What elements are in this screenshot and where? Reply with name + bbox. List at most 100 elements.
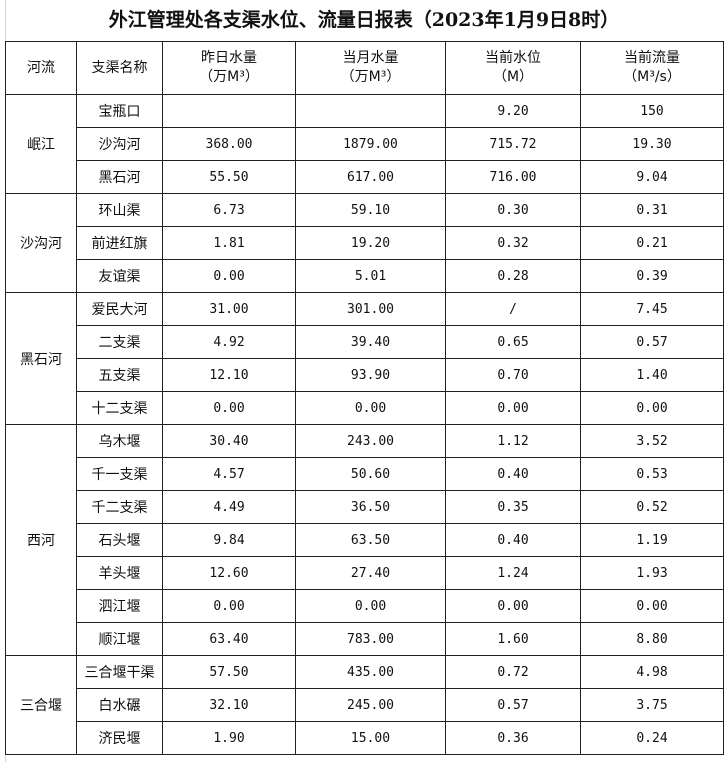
- value-cell: [295, 94, 446, 128]
- value-cell: 0.52: [580, 490, 724, 524]
- canal-name-cell: 前进红旗: [76, 226, 163, 260]
- value-cell: 0.00: [295, 589, 446, 623]
- canal-name-cell: 爱民大河: [76, 292, 163, 326]
- value-cell: 93.90: [295, 358, 446, 392]
- river-cell: 沙沟河: [5, 193, 77, 293]
- value-cell: 12.60: [162, 556, 296, 590]
- column-header: 当月水量 （万M³）: [295, 41, 446, 95]
- table-row: 石头堰 9.84 63.50 0.40 1.19: [6, 523, 724, 557]
- value-cell: 0.57: [580, 325, 724, 359]
- value-cell: 5.01: [295, 259, 446, 293]
- table-row: 二支渠 4.92 39.40 0.65 0.57: [6, 325, 724, 359]
- value-cell: 59.10: [295, 193, 446, 227]
- value-cell: 8.80: [580, 622, 724, 656]
- value-cell: 0.00: [162, 391, 296, 425]
- canal-name-cell: 泗江堰: [76, 589, 163, 623]
- canal-name-cell: 顺江堰: [76, 622, 163, 656]
- canal-name-cell: 环山渠: [76, 193, 163, 227]
- value-cell: 30.40: [162, 424, 296, 458]
- canal-name-cell: 千二支渠: [76, 490, 163, 524]
- table-row: 友谊渠 0.00 5.01 0.28 0.39: [6, 259, 724, 293]
- value-cell: 783.00: [295, 622, 446, 656]
- header-label: 当前流量: [624, 50, 680, 66]
- header-label: 当月水量: [342, 50, 399, 66]
- value-cell: 245.00: [295, 688, 446, 722]
- value-cell: 0.40: [445, 457, 581, 491]
- value-cell: 435.00: [295, 655, 446, 689]
- header-unit: （M）: [492, 69, 534, 85]
- header-row: 河流 支渠名称 昨日水量 （万M³） 当月水量 （万M³） 当前水位 （M） 当前流量 （M³/s…: [5, 41, 724, 95]
- column-header: 支渠名称: [76, 41, 163, 95]
- value-cell: 0.36: [445, 721, 581, 755]
- value-cell: 12.10: [162, 358, 296, 392]
- canal-name-cell: 十二支渠: [76, 391, 163, 425]
- value-cell: 0.00: [295, 391, 446, 425]
- value-cell: 55.50: [162, 160, 296, 194]
- column-header: 当前水位 （M）: [445, 41, 581, 95]
- table-row: 千一支渠 4.57 50.60 0.40 0.53: [6, 457, 724, 491]
- value-cell: 4.49: [162, 490, 296, 524]
- value-cell: 9.20: [445, 94, 581, 128]
- canal-name-cell: 五支渠: [76, 358, 163, 392]
- value-cell: 63.40: [162, 622, 296, 656]
- value-cell: 0.65: [445, 325, 581, 359]
- header-label: 昨日水量: [201, 50, 257, 66]
- value-cell: 4.57: [162, 457, 296, 491]
- value-cell: 0.40: [445, 523, 581, 557]
- value-cell: 9.84: [162, 523, 296, 557]
- header-unit: （万M³）: [199, 69, 259, 85]
- canal-name-cell: 宝瓶口: [76, 94, 163, 128]
- value-cell: 0.30: [445, 193, 581, 227]
- table-row: 岷江 宝瓶口 9.20 150: [5, 94, 724, 194]
- table-row: 泗江堰 0.00 0.00 0.00 0.00: [6, 589, 724, 623]
- value-cell: 1.60: [445, 622, 581, 656]
- value-cell: 15.00: [295, 721, 446, 755]
- value-cell: 0.72: [445, 655, 581, 689]
- canal-name-cell: 沙沟河: [76, 127, 163, 161]
- canal-name-cell: 三合堰干渠: [76, 655, 163, 689]
- value-cell: 0.31: [580, 193, 724, 227]
- value-cell: 0.57: [445, 688, 581, 722]
- value-cell: 4.92: [162, 325, 296, 359]
- value-cell: 0.00: [580, 589, 724, 623]
- column-header: 当前流量 （M³/s）: [580, 41, 724, 95]
- river-cell: 三合堰: [5, 655, 77, 755]
- canal-name-cell: 石头堰: [76, 523, 163, 557]
- value-cell: 1.19: [580, 523, 724, 557]
- table-row: 十二支渠 0.00 0.00 0.00 0.00: [6, 391, 724, 425]
- value-cell: 19.20: [295, 226, 446, 260]
- value-cell: 0.70: [445, 358, 581, 392]
- value-cell: 1.93: [580, 556, 724, 590]
- table-row: 羊头堰 12.60 27.40 1.24 1.93: [6, 556, 724, 590]
- value-cell: 7.45: [580, 292, 724, 326]
- canal-name-cell: 羊头堰: [76, 556, 163, 590]
- table-row: 沙沟河 368.00 1879.00 715.72 19.30: [6, 127, 724, 161]
- value-cell: 9.04: [580, 160, 724, 194]
- value-cell: 31.00: [162, 292, 296, 326]
- table-row: 三合堰 三合堰干渠 57.50 435.00 0.72 4.98: [5, 655, 724, 755]
- canal-name-cell: 乌木堰: [76, 424, 163, 458]
- value-cell: 6.73: [162, 193, 296, 227]
- value-cell: 4.98: [580, 655, 724, 689]
- value-cell: 0.28: [445, 259, 581, 293]
- value-cell: 27.40: [295, 556, 446, 590]
- value-cell: 243.00: [295, 424, 446, 458]
- value-cell: 1879.00: [295, 127, 446, 161]
- canal-name-cell: 友谊渠: [76, 259, 163, 293]
- table-row: 西河 乌木堰 30.40 243.00 1.12 3.52: [5, 424, 724, 656]
- value-cell: /: [445, 292, 581, 326]
- value-cell: 19.30: [580, 127, 724, 161]
- value-cell: 1.24: [445, 556, 581, 590]
- header-unit: （M³/s）: [623, 69, 681, 85]
- table-row: 前进红旗 1.81 19.20 0.32 0.21: [6, 226, 724, 260]
- value-cell: 715.72: [445, 127, 581, 161]
- river-cell: 西河: [5, 424, 77, 656]
- table-row: 沙沟河 环山渠 6.73 59.10 0.30 0.31: [5, 193, 724, 293]
- value-cell: 3.52: [580, 424, 724, 458]
- table-row: 千二支渠 4.49 36.50 0.35 0.52: [6, 490, 724, 524]
- river-cell: 黑石河: [5, 292, 77, 425]
- header-label: 当前水位: [485, 50, 541, 66]
- value-cell: 1.90: [162, 721, 296, 755]
- value-cell: 0.39: [580, 259, 724, 293]
- value-cell: 0.00: [162, 259, 296, 293]
